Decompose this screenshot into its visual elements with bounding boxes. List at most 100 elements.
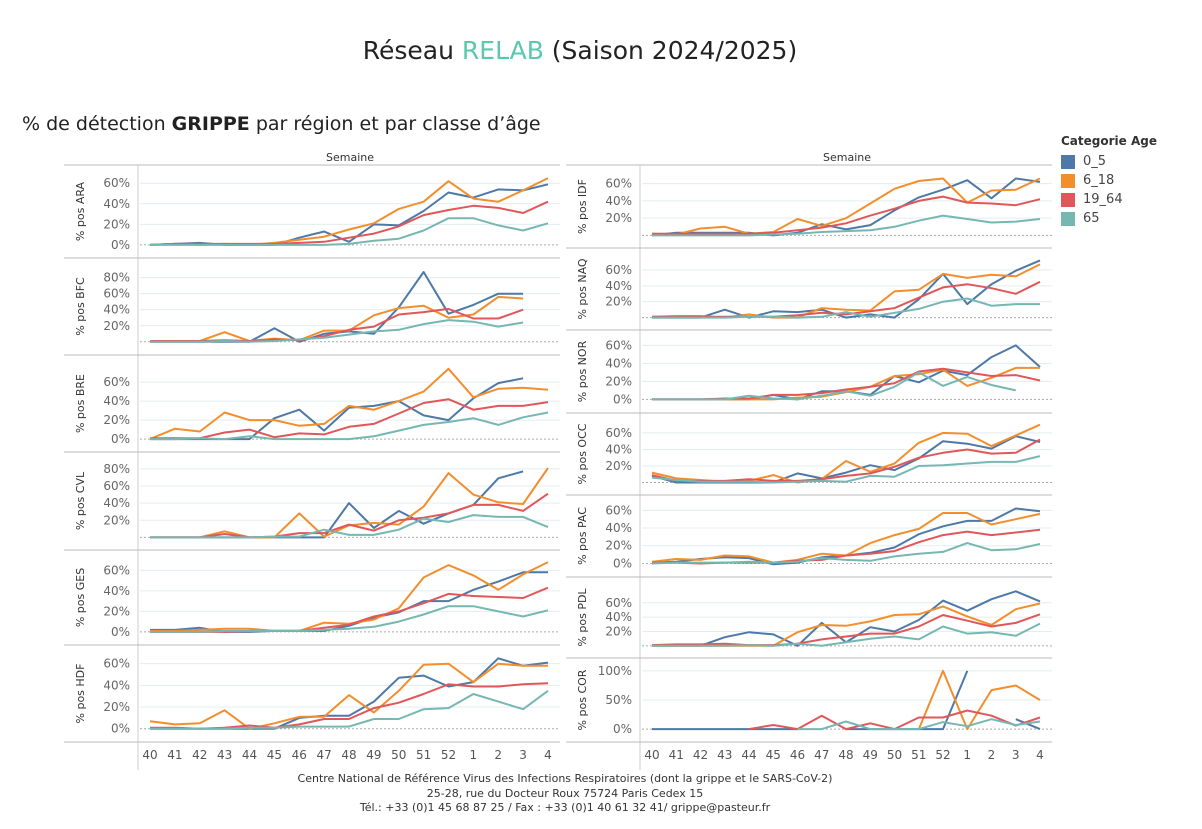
page-title: Réseau RELAB (Saison 2024/2025)	[0, 36, 1160, 65]
series-line-bre-19_64	[150, 398, 549, 440]
y-axis-label: % pos NOR	[576, 340, 589, 402]
legend-swatch	[1061, 173, 1075, 188]
series-line-cor-65	[797, 718, 1041, 731]
x-tick-label: 47	[814, 748, 829, 762]
y-axis-label: % pos HDF	[74, 664, 87, 724]
x-tick-label: 1	[470, 748, 478, 762]
series-line-idf-65	[652, 214, 1041, 237]
y-axis-label: % pos CVL	[74, 471, 87, 530]
x-tick-label: 43	[717, 748, 732, 762]
y-tick-label: 0%	[111, 722, 130, 736]
y-axis-label: % pos BFC	[74, 277, 87, 336]
series-line-cvl-0_5	[150, 470, 524, 539]
series-line-hdf-65	[150, 689, 549, 730]
title-accent: RELAB	[461, 36, 544, 65]
series-line-bfc-6_18	[150, 295, 524, 343]
legend-label: 65	[1083, 211, 1100, 226]
x-tick-label: 42	[693, 748, 708, 762]
y-tick-label: 20%	[103, 513, 130, 527]
x-tick-label: 44	[741, 748, 756, 762]
y-tick-label: 40%	[605, 521, 632, 535]
x-tick-label: 40	[644, 748, 659, 762]
y-tick-label: 20%	[103, 413, 130, 427]
series-line-cvl-19_64	[150, 492, 549, 539]
legend-swatch	[1061, 154, 1075, 169]
y-tick-label: 50%	[605, 693, 632, 707]
series-line-bre-65	[150, 411, 549, 441]
y-tick-label: 40%	[103, 584, 130, 598]
x-tick-label: 48	[838, 748, 853, 762]
y-tick-label: 40%	[605, 610, 632, 624]
column-header: Semaine	[823, 151, 871, 164]
footer: Centre National de Référence Virus des I…	[0, 772, 1130, 816]
series-line-nor-6_18	[652, 366, 1040, 401]
series-line-idf-6_18	[651, 177, 1041, 236]
y-tick-label: 20%	[103, 319, 130, 333]
x-tick-label: 45	[766, 748, 781, 762]
series-line-pdl-0_5	[652, 590, 1041, 647]
y-tick-label: 0%	[111, 432, 130, 446]
y-tick-label: 40%	[605, 442, 632, 456]
y-axis-label: % pos COR	[576, 669, 589, 730]
series-line-naq-65	[652, 297, 1040, 319]
x-tick-label: 49	[863, 748, 878, 762]
legend-item[interactable]: 19_64	[1061, 190, 1157, 209]
legend-title: Categorie Age	[1061, 134, 1157, 148]
legend-item[interactable]: 65	[1061, 209, 1157, 228]
y-tick-label: 0%	[613, 392, 632, 406]
legend-item[interactable]: 0_5	[1061, 152, 1157, 171]
y-tick-label: 40%	[605, 279, 632, 293]
y-tick-label: 40%	[103, 678, 130, 692]
y-tick-label: 100%	[598, 664, 632, 678]
x-tick-label: 41	[167, 748, 182, 762]
y-tick-label: 40%	[103, 394, 130, 408]
footer-line-1: Centre National de Référence Virus des I…	[297, 772, 833, 785]
footer-line-2: 25-28, rue du Docteur Roux 75724 Paris C…	[426, 786, 704, 800]
y-axis-label: % pos BRE	[74, 374, 87, 433]
series-line-hdf-19_64	[150, 682, 549, 730]
x-tick-label: 1	[963, 748, 971, 762]
legend-swatch	[1061, 211, 1075, 226]
legend-label: 19_64	[1083, 192, 1123, 207]
y-tick-label: 20%	[605, 624, 632, 638]
y-axis-label: % pos NAQ	[576, 258, 589, 319]
subtitle-suffix: par région et par classe d’âge	[249, 113, 541, 135]
y-axis-label: % pos IDF	[576, 179, 589, 234]
y-tick-label: 20%	[605, 459, 632, 473]
series-line-nor-65	[652, 371, 1017, 401]
y-tick-label: 80%	[103, 462, 130, 476]
x-tick-label: 47	[316, 748, 331, 762]
y-tick-label: 20%	[605, 539, 632, 553]
x-tick-label: 43	[217, 748, 232, 762]
series-line-ara-6_18	[149, 177, 549, 246]
column-header: Semaine	[326, 151, 374, 164]
y-tick-label: 60%	[605, 263, 632, 277]
x-tick-label: 41	[669, 748, 684, 762]
series-line-occ-65	[651, 455, 1041, 484]
x-tick-label: 3	[1012, 748, 1020, 762]
x-tick-label: 42	[192, 748, 207, 762]
series-line-idf-19_64	[652, 195, 1041, 235]
x-tick-label: 52	[441, 748, 456, 762]
footer-line-3: Tél.: +33 (0)1 45 68 87 25 / Fax : +33 (…	[359, 801, 771, 814]
series-line-pdl-19_64	[651, 613, 1041, 647]
series-line-bre-6_18	[149, 367, 549, 441]
legend-label: 0_5	[1083, 154, 1107, 169]
y-tick-label: 0%	[613, 556, 632, 570]
x-tick-label: 50	[391, 748, 406, 762]
x-tick-label: 3	[519, 748, 527, 762]
legend-label: 6_18	[1083, 173, 1115, 188]
y-tick-label: 20%	[103, 604, 130, 618]
x-tick-label: 45	[267, 748, 282, 762]
y-axis-label: % pos OCC	[576, 423, 589, 484]
subtitle-prefix: % de détection	[22, 113, 172, 135]
x-tick-label: 51	[416, 748, 431, 762]
legend-item[interactable]: 6_18	[1061, 171, 1157, 190]
y-tick-label: 0%	[111, 238, 130, 252]
x-tick-label: 46	[790, 748, 805, 762]
y-tick-label: 40%	[103, 303, 130, 317]
y-tick-label: 20%	[103, 217, 130, 231]
y-tick-label: 40%	[605, 194, 632, 208]
y-tick-label: 60%	[103, 657, 130, 671]
